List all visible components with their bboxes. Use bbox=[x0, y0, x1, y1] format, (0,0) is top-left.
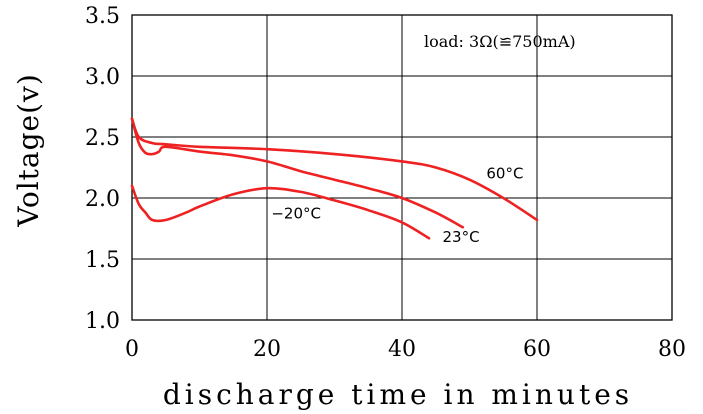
series-label-2: 23°C bbox=[443, 228, 480, 246]
x-tick-label: 0 bbox=[125, 337, 139, 362]
series-line-1 bbox=[130, 117, 539, 222]
y-tick-label: 3.5 bbox=[85, 4, 120, 29]
grid bbox=[131, 14, 673, 321]
y-tick-label: 1.0 bbox=[85, 309, 120, 334]
series-line-3 bbox=[130, 184, 431, 240]
x-tick-label: 40 bbox=[388, 337, 416, 362]
y-axis-ticks: 1.0 1.5 2.0 2.5 3.0 3.5 bbox=[85, 4, 120, 334]
y-tick-label: 2.0 bbox=[85, 187, 120, 212]
x-tick-label: 80 bbox=[658, 337, 686, 362]
series-label-3: −20°C bbox=[271, 205, 321, 223]
x-tick-label: 60 bbox=[523, 337, 551, 362]
x-axis-label: discharge time in minutes bbox=[163, 378, 633, 411]
y-tick-label: 2.5 bbox=[85, 126, 120, 151]
series-line-2 bbox=[130, 117, 465, 229]
y-tick-label: 3.0 bbox=[85, 65, 120, 90]
y-axis-label: Voltage(v) bbox=[12, 73, 45, 228]
load-annotation: load: 3Ω(≌750mA) bbox=[424, 32, 576, 51]
series-labels: 60°C 23°C −20°C bbox=[271, 164, 523, 245]
y-tick-label: 1.5 bbox=[85, 248, 120, 273]
x-axis-ticks: 0 20 40 60 80 bbox=[125, 337, 686, 362]
series-lines bbox=[130, 117, 539, 240]
x-tick-label: 20 bbox=[253, 337, 281, 362]
series-label-1: 60°C bbox=[486, 164, 523, 182]
